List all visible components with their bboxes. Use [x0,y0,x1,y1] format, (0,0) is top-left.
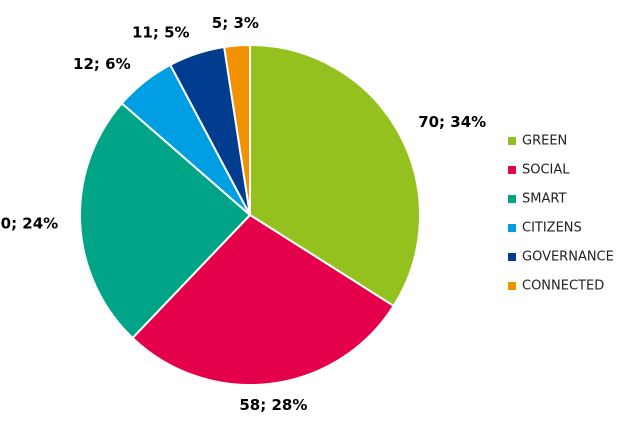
legend-label: SMART [522,192,566,207]
legend-swatch [508,195,516,203]
legend-label: GREEN [522,134,567,149]
value-label: 11; 5% [132,23,190,41]
value-label: 58; 28% [239,396,307,414]
pie-slice [131,213,396,386]
pie-slice [249,43,421,308]
legend-label: GOVERNANCE [522,250,614,265]
pie-slice [223,43,251,216]
legend-swatch [508,224,516,232]
legend-swatch [508,166,516,174]
value-label: 12; 6% [73,55,131,73]
pie-slice [79,101,252,340]
value-label: 70; 34% [418,113,486,131]
legend-label: CONNECTED [522,279,604,294]
value-label: 5; 3% [212,14,259,32]
legend-label: CITIZENS [522,221,582,236]
value-label: 50; 24% [0,214,58,232]
legend-swatch [508,282,516,290]
legend-label: SOCIAL [522,163,570,178]
legend-swatch [508,253,516,261]
legend-swatch [508,137,516,145]
